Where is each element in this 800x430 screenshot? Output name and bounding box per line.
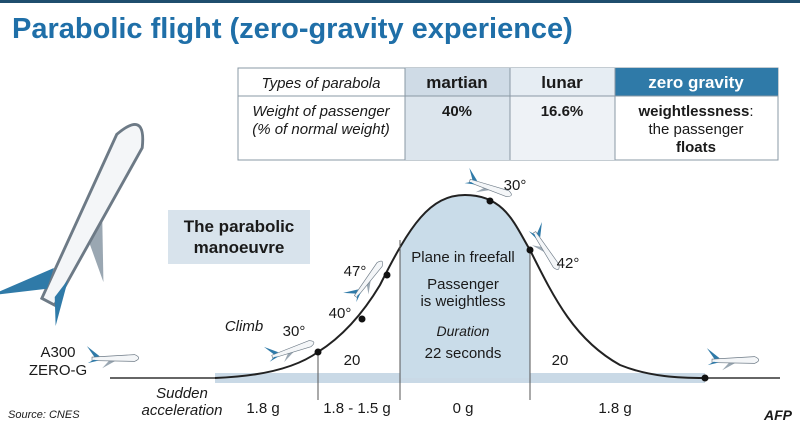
table-cell xyxy=(405,96,510,160)
passenger-label: is weightless xyxy=(420,293,505,310)
g-label: 1.8 g xyxy=(598,400,631,417)
cell-punct: : xyxy=(749,103,753,120)
plane-icon xyxy=(86,345,140,369)
cell-value: 16.6% xyxy=(541,103,584,120)
credit: AFP xyxy=(763,407,793,423)
climb-label: Climb xyxy=(225,318,263,335)
header-label: lunar xyxy=(541,73,583,92)
acceleration-label: Sudden xyxy=(156,385,208,402)
header-cell xyxy=(510,68,615,96)
top-rule xyxy=(0,0,800,3)
g-label: 1.8 - 1.5 g xyxy=(323,400,391,417)
heading: manoeuvre xyxy=(194,238,285,257)
plane-icon xyxy=(706,347,760,371)
cell-term: weightlessness xyxy=(637,103,749,120)
seconds-label: 20 xyxy=(344,352,361,369)
seconds-label: 20 xyxy=(552,352,569,369)
row-label: (% of normal weight) xyxy=(252,121,390,138)
header-cell xyxy=(405,68,510,96)
cell-value: 40% xyxy=(442,103,472,120)
angle-label: 47° xyxy=(344,263,367,280)
header-label: martian xyxy=(426,73,487,92)
duration-label: 22 seconds xyxy=(425,345,502,362)
cell-value: the passenger xyxy=(648,121,743,138)
freefall-label: Plane in freefall xyxy=(411,249,514,266)
angle-label: 30° xyxy=(504,177,527,194)
freefall-area xyxy=(400,195,530,378)
heading: The parabolic xyxy=(184,217,295,236)
g-label: 0 g xyxy=(453,400,474,417)
cell-value: weightlessness: xyxy=(637,103,753,120)
angle-label: 42° xyxy=(557,255,580,272)
heading-box xyxy=(168,210,310,264)
table-cell xyxy=(510,96,615,160)
acceleration-label: acceleration xyxy=(142,402,223,419)
header-label: Types of parabola xyxy=(262,75,381,92)
angle-label: 30° xyxy=(283,323,306,340)
angle-label: 40° xyxy=(329,305,352,322)
passenger-label: Passenger xyxy=(427,276,499,293)
g-label: 1.8 g xyxy=(246,400,279,417)
row-label: Weight of passenger xyxy=(252,103,390,120)
table: Types of parabola martian lunar zero gra… xyxy=(237,67,779,161)
header-cell xyxy=(615,68,778,96)
plane-illustration xyxy=(0,99,178,342)
points xyxy=(314,197,709,382)
dividers xyxy=(317,240,531,400)
cell-value: floats xyxy=(676,139,716,156)
source: Source: CNES xyxy=(8,409,80,421)
plane-label: A300 xyxy=(40,344,75,361)
duration-label: Duration xyxy=(437,323,490,339)
plane-label: ZERO-G xyxy=(29,362,87,379)
header-label: zero gravity xyxy=(648,73,744,92)
title: Parabolic flight (zero-gravity experienc… xyxy=(12,13,573,45)
